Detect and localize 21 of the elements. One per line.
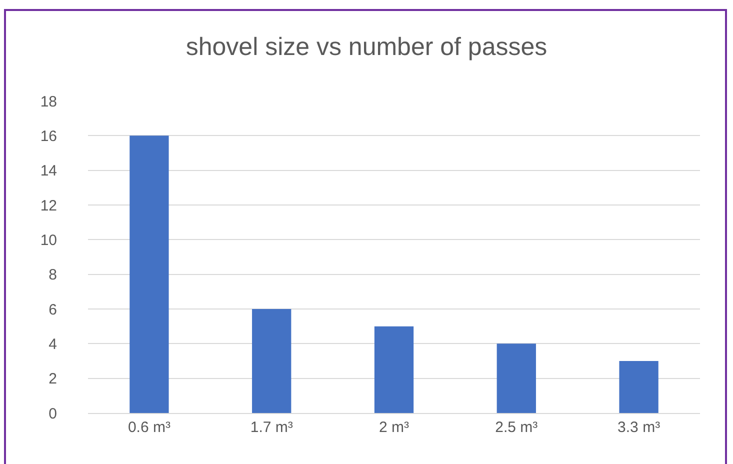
x-tick-label: 2 m³ xyxy=(379,419,410,436)
y-tick-label: 18 xyxy=(40,93,57,110)
x-tick-label: 0.6 m³ xyxy=(128,419,170,436)
bar xyxy=(130,136,169,413)
bar xyxy=(496,344,536,413)
bar xyxy=(619,361,658,413)
x-tick-label: 1.7 m³ xyxy=(250,419,293,436)
y-tick-label: 2 xyxy=(48,370,57,388)
chart-title: shovel size vs number of passes xyxy=(186,33,548,62)
y-tick-label: 0 xyxy=(48,405,57,422)
bar xyxy=(374,326,414,413)
y-tick-label: 12 xyxy=(40,197,57,214)
y-tick-label: 10 xyxy=(40,232,57,249)
y-tick-label: 16 xyxy=(40,128,57,145)
y-tick-label: 4 xyxy=(48,336,57,353)
y-tick-label: 8 xyxy=(48,266,57,284)
y-tick-label: 14 xyxy=(40,162,57,180)
x-tick-label: 3.3 m³ xyxy=(618,419,660,436)
y-tick-label: 6 xyxy=(48,301,57,318)
bar xyxy=(252,309,292,413)
x-tick-label: 2.5 m³ xyxy=(495,419,538,436)
